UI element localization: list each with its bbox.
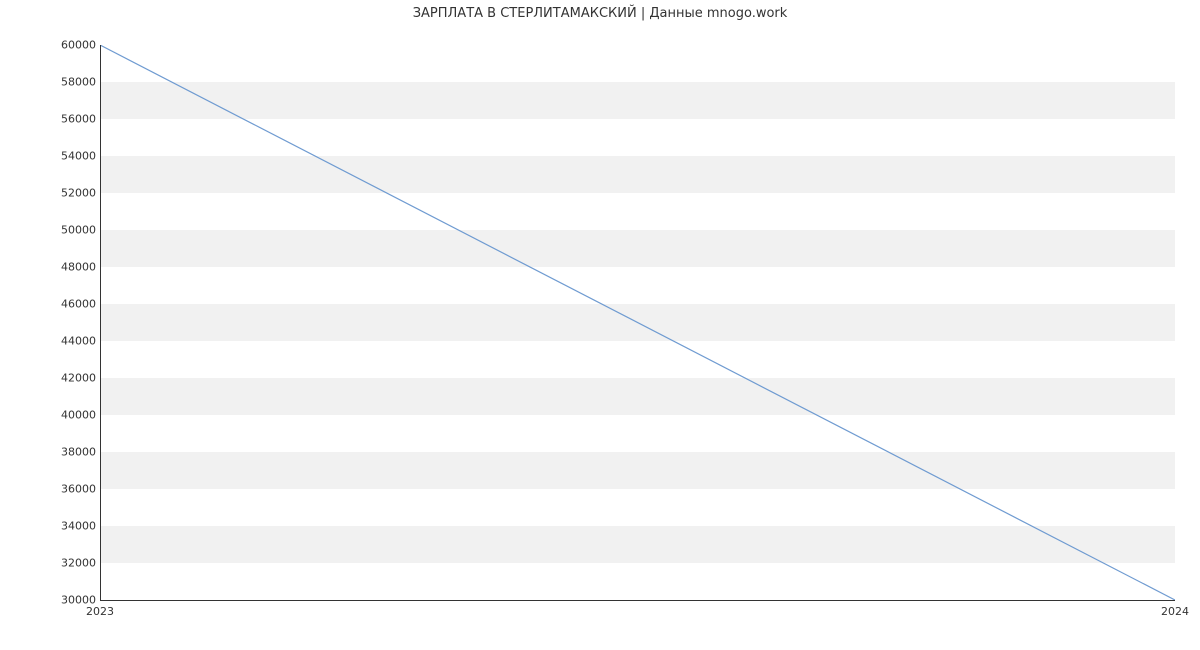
y-tick-label: 42000 [48,372,96,385]
y-tick-label: 34000 [48,520,96,533]
y-tick-label: 36000 [48,483,96,496]
y-tick-label: 46000 [48,298,96,311]
y-tick-label: 50000 [48,224,96,237]
x-axis-line [100,600,1175,601]
y-tick-label: 40000 [48,409,96,422]
chart-title: ЗАРПЛАТА В СТЕРЛИТАМАКСКИЙ | Данные mnog… [0,6,1200,21]
y-tick-label: 38000 [48,446,96,459]
x-tick-label: 2023 [86,605,114,618]
y-tick-label: 52000 [48,187,96,200]
y-axis-line [100,45,101,600]
y-tick-label: 54000 [48,150,96,163]
line-series-layer [100,45,1175,600]
y-tick-label: 48000 [48,261,96,274]
y-tick-label: 56000 [48,113,96,126]
y-tick-label: 44000 [48,335,96,348]
y-tick-label: 32000 [48,557,96,570]
y-tick-label: 58000 [48,76,96,89]
x-tick-label: 2024 [1161,605,1189,618]
plot-area [100,45,1175,600]
series-line [100,45,1175,600]
y-tick-label: 60000 [48,39,96,52]
